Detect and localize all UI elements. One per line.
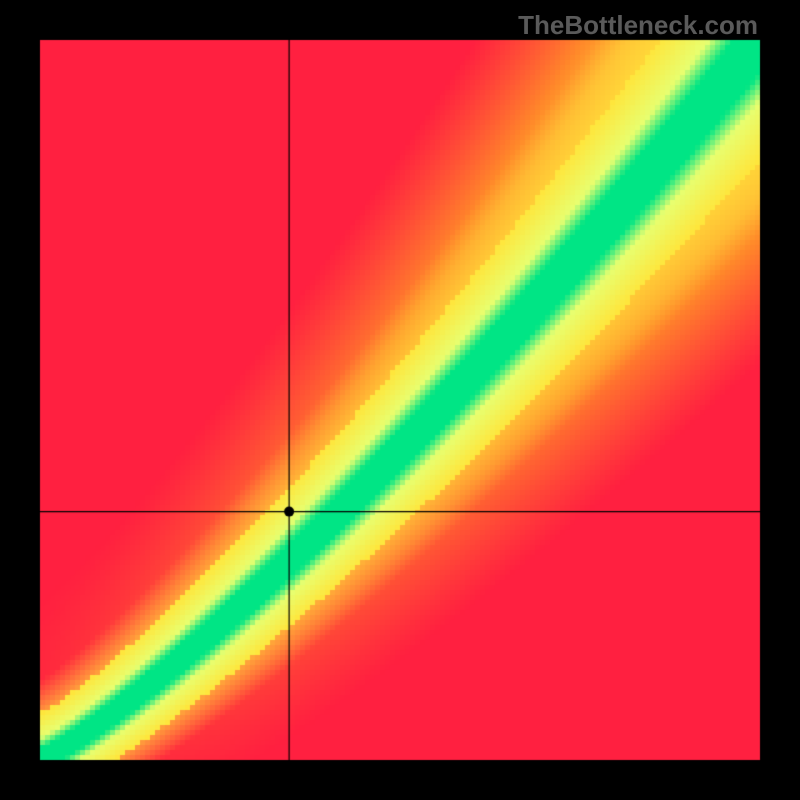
bottleneck-heatmap (0, 0, 800, 800)
chart-container: TheBottleneck.com (0, 0, 800, 800)
watermark-text: TheBottleneck.com (518, 10, 758, 41)
